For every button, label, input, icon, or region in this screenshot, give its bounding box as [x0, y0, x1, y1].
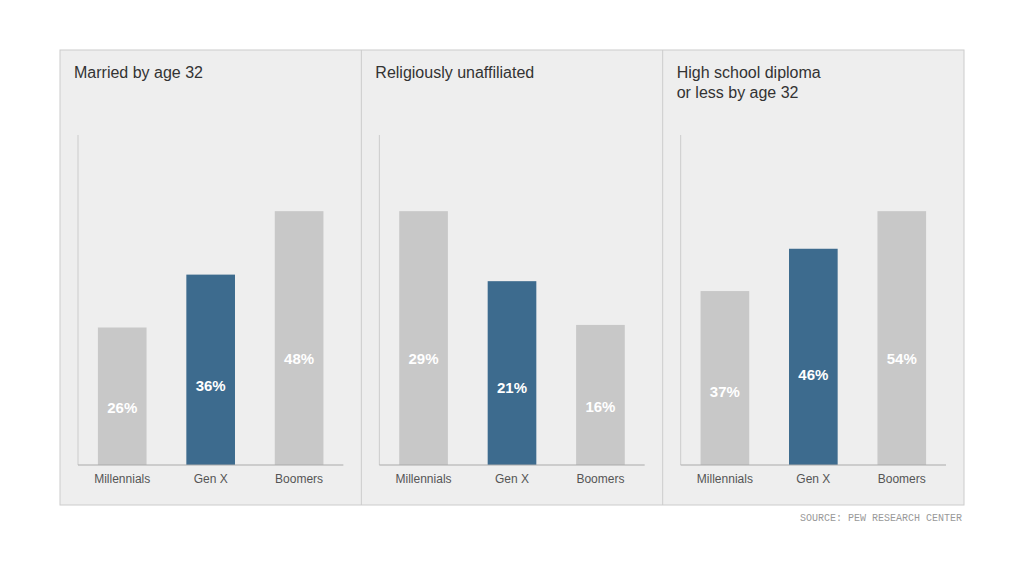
- panel: Married by age 32 26% 36% 48% Millennials Gen…: [74, 64, 343, 486]
- data-label: 46%: [798, 366, 828, 383]
- data-label: 37%: [710, 383, 740, 400]
- data-label: 16%: [585, 398, 615, 415]
- x-axis-line: [379, 465, 644, 466]
- panel-title: Married by age 32: [74, 64, 203, 81]
- bar: [488, 281, 537, 465]
- panel-title: Religiously unaffiliated: [375, 64, 534, 81]
- bars: [98, 211, 324, 465]
- data-label: 29%: [409, 350, 439, 367]
- panel: High school diploma or less by age 32 37% 4…: [677, 64, 946, 486]
- data-label: 26%: [107, 399, 137, 416]
- bar: [98, 328, 147, 466]
- bar: [186, 275, 235, 465]
- panel-title: High school diploma or less by age 32: [677, 64, 821, 101]
- bar: [789, 249, 838, 465]
- x-tick-label: Boomers: [878, 472, 926, 486]
- bar: [275, 211, 324, 465]
- data-label: 36%: [196, 377, 226, 394]
- title-line: Religiously unaffiliated: [375, 64, 534, 81]
- x-tick-label: Boomers: [576, 472, 624, 486]
- x-tick-label: Millennials: [396, 472, 452, 486]
- x-axis-line: [681, 465, 946, 466]
- title-line: Married by age 32: [74, 64, 203, 81]
- bar: [701, 291, 750, 465]
- x-tick-label: Gen X: [194, 472, 228, 486]
- bar: [576, 325, 625, 465]
- bar: [399, 211, 448, 465]
- bars: [399, 211, 625, 465]
- title-line: High school diploma: [677, 64, 821, 81]
- x-tick-label: Millennials: [697, 472, 753, 486]
- y-axis-line: [78, 135, 79, 465]
- x-tick-label: Millennials: [94, 472, 150, 486]
- x-tick-label: Gen X: [796, 472, 830, 486]
- data-label: 48%: [284, 350, 314, 367]
- title-line: or less by age 32: [677, 84, 799, 101]
- chart-canvas: Married by age 32 26% 36% 48% Millennials Gen…: [0, 0, 1024, 576]
- bar: [877, 211, 926, 465]
- panel: Religiously unaffiliated 29% 21% 16% Millenn…: [375, 64, 644, 486]
- y-axis-line: [379, 135, 380, 465]
- panel-box: [60, 50, 964, 505]
- data-label: 54%: [887, 350, 917, 367]
- x-tick-label: Gen X: [495, 472, 529, 486]
- y-axis-line: [680, 135, 681, 465]
- bars: [701, 211, 927, 465]
- data-label: 21%: [497, 379, 527, 396]
- x-axis-line: [78, 465, 343, 466]
- panel-separator: [361, 50, 362, 505]
- panel-separator: [662, 50, 663, 505]
- x-tick-label: Boomers: [275, 472, 323, 486]
- source-note: SOURCE: PEW RESEARCH CENTER: [800, 513, 962, 524]
